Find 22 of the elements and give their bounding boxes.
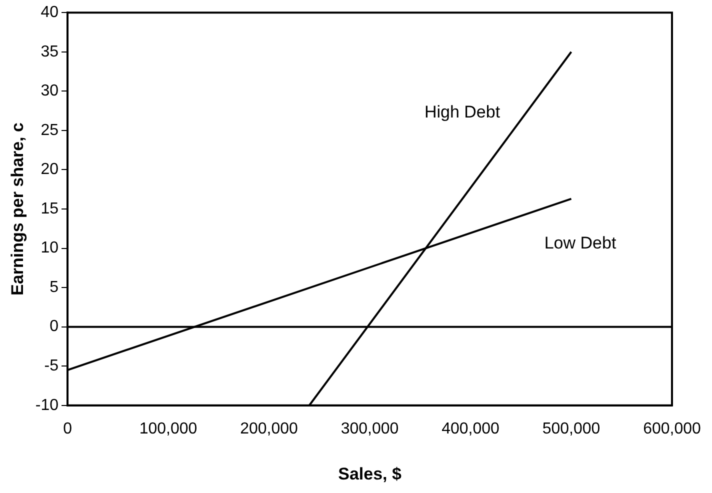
y-tick-label: -5	[44, 358, 59, 375]
x-tick-label: 400,000	[442, 420, 500, 438]
y-tick-label: 5	[50, 278, 59, 296]
y-tick-label: 10	[40, 240, 59, 257]
y-tick-label: 35	[40, 43, 59, 60]
series-label: High Debt	[424, 102, 500, 122]
x-tick-label: 500,000	[542, 420, 600, 438]
y-tick-label: 0	[50, 318, 59, 336]
y-tick-label: 20	[40, 161, 59, 178]
x-tick-label: 200,000	[240, 420, 298, 438]
x-axis-title: Sales, $	[338, 464, 402, 484]
y-tick-label: -10	[35, 396, 59, 414]
x-tick-label: 300,000	[340, 420, 399, 438]
y-axis-title: Earnings per share, c	[8, 122, 27, 296]
series-label: Low Debt	[544, 233, 616, 252]
x-tick-label: 100,000	[139, 420, 198, 438]
x-tick-label: 0	[63, 420, 72, 438]
y-tick-label: 25	[40, 122, 59, 139]
x-tick-label: 600,000	[643, 420, 702, 438]
y-tick-label: 15	[40, 200, 59, 218]
y-tick-label: 40	[40, 4, 59, 22]
y-tick-label: 30	[40, 82, 59, 100]
